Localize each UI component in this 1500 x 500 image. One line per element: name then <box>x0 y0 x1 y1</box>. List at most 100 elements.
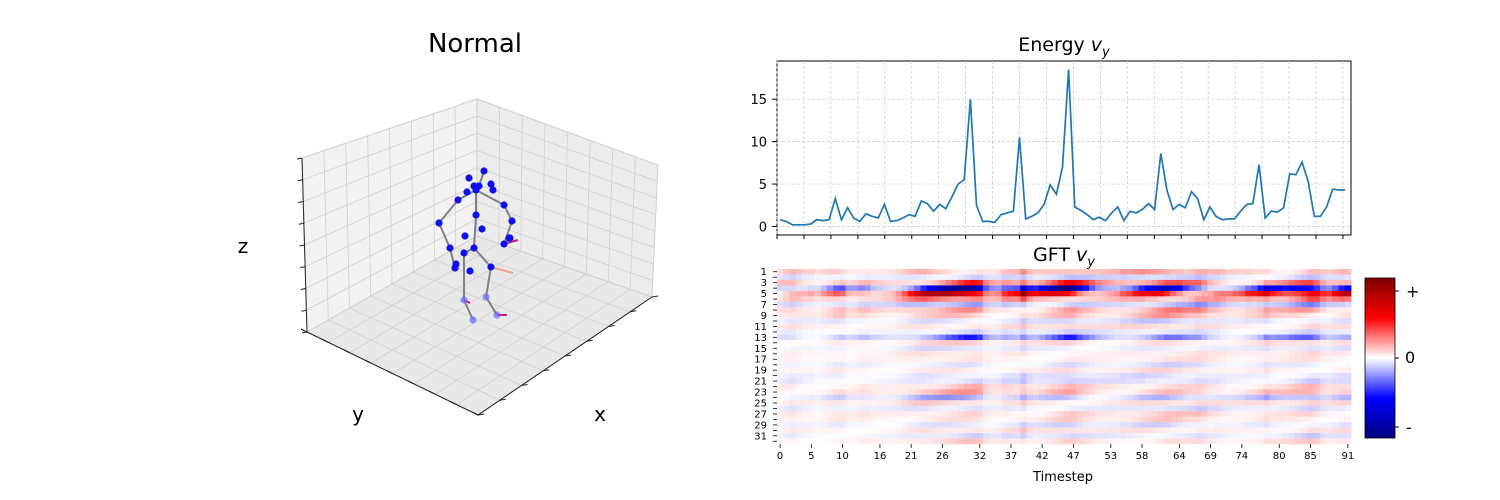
heatmap-cell <box>1132 307 1140 314</box>
heatmap-cell <box>1319 340 1327 346</box>
heatmap-cell <box>839 416 847 423</box>
y-tick <box>364 359 372 364</box>
grid-line <box>413 271 587 342</box>
heatmap-cell <box>1088 312 1096 319</box>
heatmap-cell <box>1132 340 1140 346</box>
heatmap-cell <box>920 356 928 363</box>
heatmap-cell <box>1263 334 1271 341</box>
heatmap-cell <box>845 422 853 428</box>
heatmap-cell <box>895 312 903 319</box>
heatmap-cell <box>951 290 959 297</box>
heatmap-cell <box>1282 312 1290 319</box>
heatmap-cell <box>951 307 959 314</box>
heatmap-cell <box>1039 416 1046 423</box>
x-tick <box>586 339 593 342</box>
heatmap-cell <box>951 269 959 275</box>
heatmap-cell <box>1244 416 1252 423</box>
heatmap-cell <box>957 356 965 363</box>
heatmap-cell <box>1263 372 1271 379</box>
heatmap-cell <box>1151 279 1158 286</box>
heatmap-cell <box>1076 334 1084 341</box>
heatmap-cell <box>1026 312 1034 319</box>
heatmap-cell <box>1045 345 1052 352</box>
heatmap-cell <box>808 356 815 363</box>
heatmap-cell <box>1294 405 1302 412</box>
heatmap-cell <box>1007 356 1015 363</box>
heatmap-cell <box>870 323 878 330</box>
heatmap-cell <box>1070 290 1077 297</box>
x-tick <box>608 325 615 327</box>
heatmap-cell <box>1344 312 1352 319</box>
heatmap-cell <box>895 427 903 434</box>
heatmap-cell <box>1126 383 1134 390</box>
heatmap-cell <box>1007 323 1015 330</box>
heatmap-cell <box>851 394 859 401</box>
heatmap-cell <box>864 411 871 417</box>
heatmap-cell <box>1301 312 1308 319</box>
heatmap-cell <box>1157 274 1165 281</box>
heatmap-cell <box>839 323 847 330</box>
heatmap-cell <box>789 312 797 319</box>
heatmap-cell <box>1051 323 1059 330</box>
heatmap-cell <box>920 422 928 428</box>
heatmap-cell <box>1294 356 1302 363</box>
heatmap-cell <box>1107 301 1115 308</box>
heatmap-cell <box>845 411 853 417</box>
heatmap-cell <box>795 389 803 396</box>
heatmap-cell <box>851 372 859 379</box>
heatmap-cell <box>1163 361 1171 368</box>
heatmap-cell <box>795 411 803 417</box>
heatmap-cell <box>1032 285 1040 292</box>
heatmap-cell <box>957 400 965 407</box>
heatmap-cell <box>1082 290 1090 297</box>
heatmap-cell <box>883 312 890 319</box>
heatmap-cell <box>1151 389 1158 396</box>
heatmap-x-ticks: 0 5 10 16 21 26 32 37 42 47 53 58 64 69 74 80 85 91 <box>777 444 1354 462</box>
heatmap-cell <box>901 433 909 439</box>
heatmap-cell <box>777 279 784 286</box>
heatmap-cell <box>920 351 928 357</box>
heatmap-cell <box>1219 422 1227 428</box>
heatmap-cell <box>777 438 784 445</box>
heatmap-cell <box>1170 438 1177 445</box>
heatmap-cell <box>1107 356 1115 363</box>
heatmap-cell <box>1113 334 1121 341</box>
heatmap-cell <box>1338 274 1346 281</box>
heatmap-cell <box>939 318 946 324</box>
heatmap-cell <box>957 411 965 417</box>
heatmap-cell <box>920 394 928 401</box>
heatmap-cell <box>964 274 971 281</box>
heatmap-cell <box>1307 334 1314 341</box>
heatmap-cell <box>1088 411 1096 417</box>
heatmap-cell <box>920 383 928 390</box>
heatmap-cell <box>1082 345 1090 352</box>
heatmap-cell <box>951 318 959 324</box>
heatmap-cell <box>1113 285 1121 292</box>
heatmap-cell <box>1182 269 1190 275</box>
heatmap-cell <box>1244 356 1252 363</box>
heatmap-cell <box>1057 367 1065 374</box>
heatmap-cell <box>1007 269 1015 275</box>
heatmap-cell <box>851 378 859 385</box>
heatmap-cell <box>1307 340 1314 346</box>
heatmap-cell <box>1282 361 1290 368</box>
heatmap-cell <box>970 351 978 357</box>
heatmap-cell <box>1032 307 1040 314</box>
heatmap-cell <box>908 372 915 379</box>
heatmap-cell <box>1326 400 1333 407</box>
heatmap-cell <box>1082 301 1090 308</box>
energy-series-line <box>779 69 1345 226</box>
heatmap-cell <box>1076 416 1084 423</box>
heatmap-cell <box>1188 389 1196 396</box>
y-tick <box>429 390 436 395</box>
heatmap-cell <box>870 361 878 368</box>
heatmap-cell <box>939 372 946 379</box>
heatmap-cell <box>1226 383 1233 390</box>
heatmap-cell <box>1182 345 1190 352</box>
heatmap-cell <box>1244 378 1252 385</box>
heatmap-cell <box>851 318 859 324</box>
heatmap-cell <box>1132 274 1140 281</box>
heatmap-cell <box>1007 318 1015 324</box>
heatmap-cell <box>1163 290 1171 297</box>
heatmap-cell <box>858 422 865 428</box>
